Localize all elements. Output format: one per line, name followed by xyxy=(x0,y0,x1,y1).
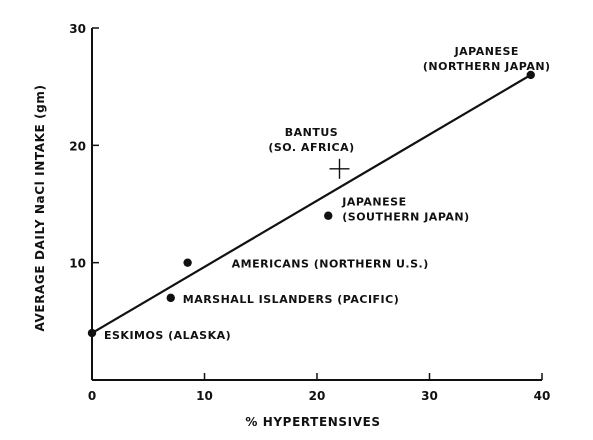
point-labels: ESKIMOS (ALASKA) MARSHALL ISLANDERS (PACI… xyxy=(104,45,551,342)
x-tick-label: 0 xyxy=(88,389,96,403)
tick-labels: 0 10 20 30 40 10 20 30 xyxy=(69,22,550,403)
x-tick-label: 10 xyxy=(196,389,213,403)
data-point-cross xyxy=(329,158,350,179)
data-point xyxy=(166,293,175,303)
x-tick-label: 40 xyxy=(534,389,551,403)
point-label: JAPANESE (NORTHERN JAPAN) xyxy=(423,45,551,73)
point-label-line: MARSHALL ISLANDERS (PACIFIC) xyxy=(183,293,400,306)
tick-marks xyxy=(91,27,543,380)
axes xyxy=(91,28,542,381)
point-label-line: (SO. AFRICA) xyxy=(268,141,354,154)
point-label: BANTUS (SO. AFRICA) xyxy=(268,126,354,154)
data-point xyxy=(87,328,97,338)
point-label: MARSHALL ISLANDERS (PACIFIC) xyxy=(183,293,400,306)
trendline-group xyxy=(91,73,532,335)
point-label-line: (NORTHERN JAPAN) xyxy=(423,60,551,73)
point-label: ESKIMOS (ALASKA) xyxy=(104,329,231,342)
data-points xyxy=(87,70,535,338)
data-point xyxy=(324,211,333,220)
point-label: JAPANESE (SOUTHERN JAPAN) xyxy=(341,196,469,224)
point-label: AMERICANS (NORTHERN U.S.) xyxy=(232,258,429,271)
data-point xyxy=(183,258,192,267)
point-label-line: JAPANESE xyxy=(341,196,406,209)
point-label-line: (SOUTHERN JAPAN) xyxy=(342,211,469,224)
y-axis-title: AVERAGE DAILY NaCl INTAKE (gm) xyxy=(33,84,47,331)
point-label-line: AMERICANS (NORTHERN U.S.) xyxy=(232,258,429,271)
trendline xyxy=(91,73,532,335)
point-label-line: BANTUS xyxy=(285,126,338,139)
point-label-line: JAPANESE xyxy=(454,45,519,58)
x-tick-label: 30 xyxy=(421,389,438,403)
x-axis-title: % HYPERTENSIVES xyxy=(245,415,380,429)
y-tick-label: 20 xyxy=(69,139,86,153)
y-tick-label: 30 xyxy=(69,22,86,36)
point-label-line: ESKIMOS (ALASKA) xyxy=(104,329,231,342)
data-point xyxy=(526,70,535,80)
y-tick-label: 10 xyxy=(69,257,86,271)
x-tick-label: 20 xyxy=(309,389,326,403)
